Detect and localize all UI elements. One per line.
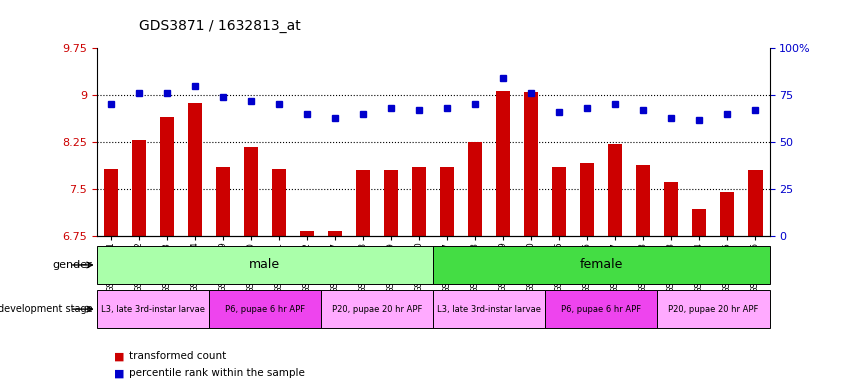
Bar	[300, 231, 314, 236]
Bar	[664, 182, 679, 236]
Bar	[97, 246, 433, 284]
Text: P20, pupae 20 hr APF: P20, pupae 20 hr APF	[332, 305, 422, 314]
Bar	[216, 167, 230, 236]
Text: ■: ■	[114, 368, 124, 378]
Bar	[748, 170, 763, 236]
Bar	[608, 144, 622, 236]
Bar	[468, 142, 482, 236]
Bar	[658, 290, 770, 328]
Text: development stage: development stage	[0, 304, 93, 314]
Text: L3, late 3rd-instar larvae: L3, late 3rd-instar larvae	[101, 305, 204, 314]
Bar	[321, 290, 433, 328]
Text: male: male	[249, 258, 281, 271]
Text: GDS3871 / 1632813_at: GDS3871 / 1632813_at	[139, 19, 300, 33]
Bar	[433, 290, 545, 328]
Bar	[244, 147, 258, 236]
Text: percentile rank within the sample: percentile rank within the sample	[129, 368, 304, 378]
Bar	[103, 169, 118, 236]
Bar	[721, 192, 734, 236]
Bar	[384, 170, 398, 236]
Bar	[356, 170, 370, 236]
Bar	[412, 167, 426, 236]
Bar	[545, 290, 658, 328]
Text: P6, pupae 6 hr APF: P6, pupae 6 hr APF	[561, 305, 642, 314]
Bar	[188, 103, 202, 236]
Text: female: female	[579, 258, 623, 271]
Bar	[524, 92, 538, 236]
Text: transformed count: transformed count	[129, 351, 226, 361]
Bar	[440, 167, 454, 236]
Bar	[637, 165, 650, 236]
Text: ■: ■	[114, 351, 124, 361]
Bar	[97, 290, 209, 328]
Bar	[328, 231, 342, 236]
Bar	[272, 169, 286, 236]
Bar	[160, 117, 174, 236]
Bar	[553, 167, 566, 236]
Bar	[132, 140, 145, 236]
Text: gender: gender	[53, 260, 93, 270]
Text: L3, late 3rd-instar larvae: L3, late 3rd-instar larvae	[437, 305, 541, 314]
Bar	[209, 290, 321, 328]
Bar	[692, 209, 706, 236]
Bar	[580, 163, 595, 236]
Bar	[496, 91, 510, 236]
Bar	[433, 246, 770, 284]
Text: P20, pupae 20 hr APF: P20, pupae 20 hr APF	[669, 305, 759, 314]
Text: P6, pupae 6 hr APF: P6, pupae 6 hr APF	[225, 305, 305, 314]
